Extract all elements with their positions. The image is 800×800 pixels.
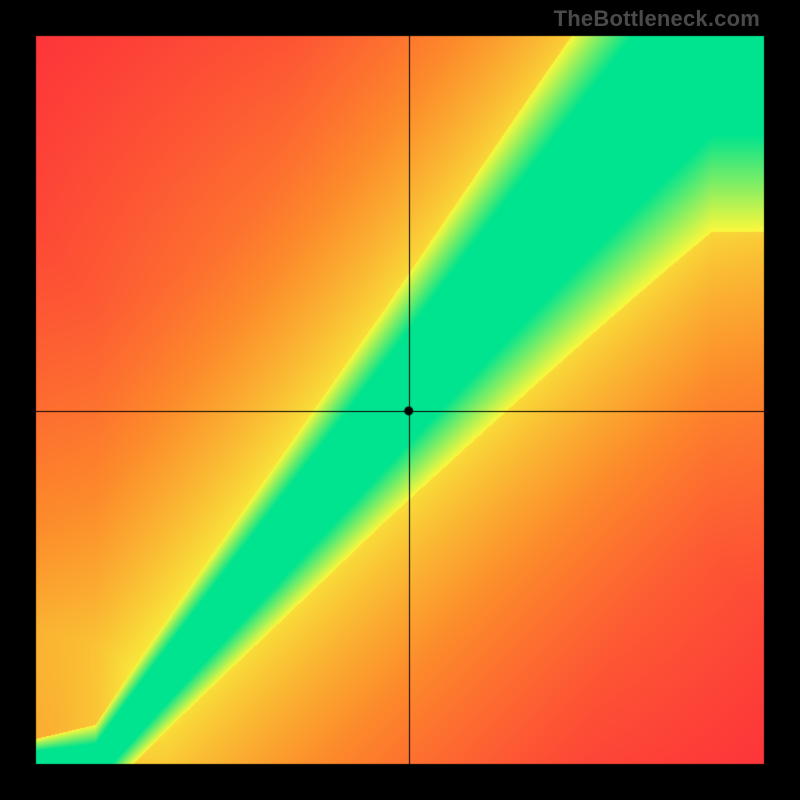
chart-frame: { "watermark": { "text": "TheBottleneck.… xyxy=(0,0,800,800)
watermark-label: TheBottleneck.com xyxy=(554,6,760,32)
bottleneck-heatmap xyxy=(0,0,800,800)
